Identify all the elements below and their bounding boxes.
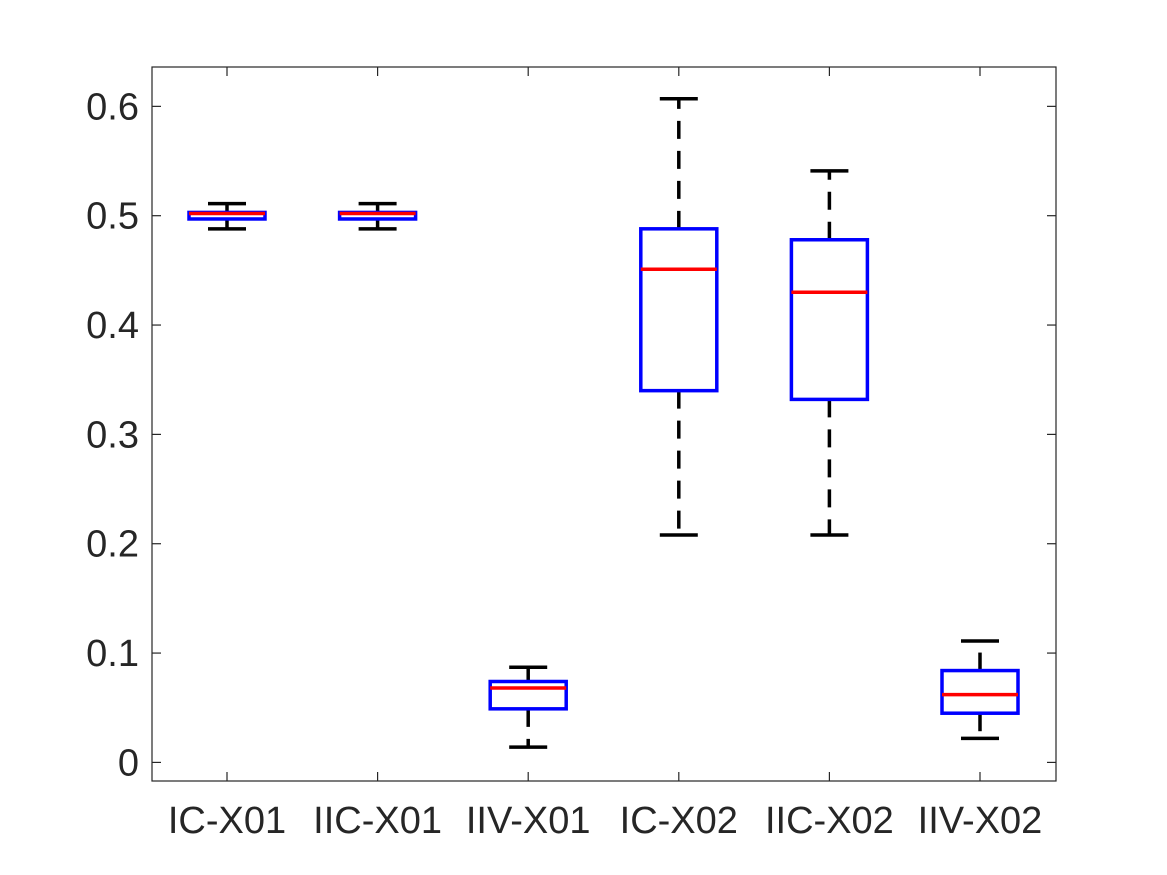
x-tick-label: IC-X02 xyxy=(620,800,738,842)
y-tick-label: 0 xyxy=(118,742,139,784)
y-tick-label: 0.3 xyxy=(86,414,139,456)
y-tick-label: 0.5 xyxy=(86,196,139,238)
y-axis: 0 0.1 0.2 0.3 0.4 0.5 0.6 xyxy=(86,86,1056,784)
iqr-box xyxy=(789,238,870,402)
box-iic-x02 xyxy=(789,169,870,537)
box-iiv-x01 xyxy=(488,665,568,749)
x-tick-label: IIV-X02 xyxy=(918,800,1043,842)
boxes-layer xyxy=(187,96,1020,749)
plot-area xyxy=(151,66,1057,782)
box-iiv-x02 xyxy=(940,639,1020,741)
x-tick-label: IIV-X01 xyxy=(466,800,591,842)
box-ic-x02 xyxy=(639,96,719,537)
y-tick-label: 0.2 xyxy=(86,524,139,566)
box-ic-x01 xyxy=(187,201,267,231)
x-tick-label: IIC-X01 xyxy=(313,800,442,842)
iqr-box xyxy=(940,668,1020,715)
x-axis: IC-X01 IIC-X01 IIV-X01 IC-X02 IIC-X02 IIV-X02 xyxy=(168,67,1042,842)
iqr-box xyxy=(639,227,719,393)
iqr-box xyxy=(488,679,568,711)
y-tick-label: 0.6 xyxy=(86,86,139,128)
x-tick-label: IIC-X02 xyxy=(765,800,894,842)
y-tick-label: 0.1 xyxy=(86,633,139,675)
x-tick-label: IC-X01 xyxy=(168,800,286,842)
y-tick-label: 0.4 xyxy=(86,305,139,347)
box-iic-x01 xyxy=(337,201,418,231)
